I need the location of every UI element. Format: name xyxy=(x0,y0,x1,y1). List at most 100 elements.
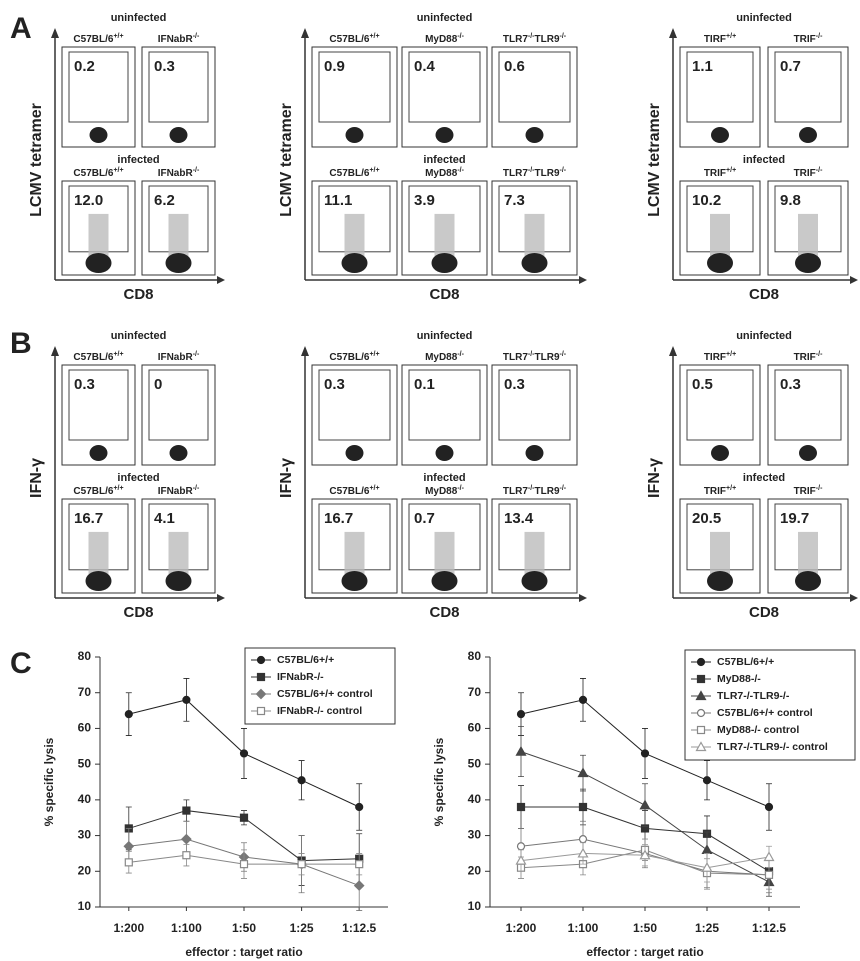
legend-label: C57BL/6+/+ control xyxy=(717,707,813,719)
legend-label: TLR7-/-TLR9-/- xyxy=(717,690,790,702)
label-superscript: -/- xyxy=(193,351,200,358)
y-axis-label: % specific lysis xyxy=(432,737,446,826)
row-header: infected xyxy=(117,154,159,166)
label-text: MyD88 xyxy=(425,34,458,45)
cell-cluster xyxy=(526,445,544,461)
label-text: C57BL/6 xyxy=(73,168,113,179)
row-header: infected xyxy=(423,472,465,484)
label-text: MyD88 xyxy=(425,486,458,497)
arrow xyxy=(301,28,309,38)
y-tick-label: 70 xyxy=(78,685,92,699)
y-tick-label: 60 xyxy=(78,721,92,735)
y-tick-label: 20 xyxy=(468,863,482,877)
legend-label: MyD88-/- xyxy=(717,673,761,685)
marker xyxy=(183,807,190,814)
row-header: infected xyxy=(423,154,465,166)
cell-cluster xyxy=(90,127,108,143)
gate-percentage: 19.7 xyxy=(780,510,809,527)
marker xyxy=(766,804,773,811)
marker xyxy=(124,842,133,851)
cell-cluster xyxy=(707,253,733,273)
y-tick-label: 80 xyxy=(468,649,482,663)
arrow xyxy=(850,276,858,284)
marker xyxy=(298,777,305,784)
sample-label: C57BL/6+/+ xyxy=(329,351,379,363)
marker xyxy=(518,843,525,850)
sample-label: TLR7-/-TLR9-/- xyxy=(503,167,567,179)
cell-cluster xyxy=(342,571,368,591)
legend-label: IFNabR-/- xyxy=(277,671,324,683)
sample-label: IFNabR-/- xyxy=(158,351,200,363)
label-superscript: +/+ xyxy=(726,167,736,174)
x-axis-label: CD8 xyxy=(123,604,153,621)
x-axis-label: effector : target ratio xyxy=(185,945,302,959)
figure: A B C uninfectedinfected0.2C57BL/6+/+0.3… xyxy=(0,0,860,961)
marker xyxy=(517,747,526,755)
label-superscript: +/+ xyxy=(369,351,379,358)
cell-cluster xyxy=(346,127,364,143)
marker xyxy=(703,845,712,853)
marker xyxy=(258,708,265,715)
sample-label: IFNabR-/- xyxy=(158,485,200,497)
x-axis-label: CD8 xyxy=(749,604,779,621)
marker xyxy=(698,710,705,717)
row-header: uninfected xyxy=(417,330,473,342)
label-superscript: -/- xyxy=(816,351,823,358)
arrow xyxy=(51,346,59,356)
cell-cluster xyxy=(711,445,729,461)
label-superscript: -/- xyxy=(457,351,464,358)
x-axis-label: CD8 xyxy=(429,286,459,303)
label-text: TLR9 xyxy=(535,352,560,363)
label-text: TLR7 xyxy=(503,168,528,179)
marker xyxy=(241,750,248,757)
marker xyxy=(183,852,190,859)
label-text: MyD88 xyxy=(425,352,458,363)
sample-label: C57BL/6+/+ xyxy=(73,351,123,363)
label-superscript: -/- xyxy=(193,33,200,40)
marker xyxy=(518,711,525,718)
marker xyxy=(258,674,265,681)
marker xyxy=(125,859,132,866)
label-superscript: -/- xyxy=(816,167,823,174)
y-axis-label: IFN-γ xyxy=(278,458,295,498)
label-text: C57BL/6 xyxy=(73,352,113,363)
label-superscript: -/- xyxy=(816,33,823,40)
cell-cluster xyxy=(795,571,821,591)
arrow xyxy=(579,276,587,284)
cell-cluster xyxy=(436,445,454,461)
sample-label: MyD88-/- xyxy=(425,351,465,363)
cell-cluster xyxy=(795,253,821,273)
label-text: IFNabR xyxy=(158,486,194,497)
label-superscript: -/- xyxy=(560,351,567,358)
marker xyxy=(642,750,649,757)
sample-label: TRIF+/+ xyxy=(704,485,736,497)
gate-percentage: 20.5 xyxy=(692,510,721,527)
y-tick-label: 30 xyxy=(468,828,482,842)
label-superscript: -/- xyxy=(560,485,567,492)
sample-label: C57BL/6+/+ xyxy=(329,167,379,179)
gate-percentage: 0.6 xyxy=(504,58,525,75)
y-tick-label: 10 xyxy=(78,899,92,913)
marker xyxy=(356,861,363,868)
label-superscript: +/+ xyxy=(113,167,123,174)
marker xyxy=(298,861,305,868)
x-tick-label: 1:25 xyxy=(695,921,719,935)
sample-label: C57BL/6+/+ xyxy=(329,33,379,45)
sample-label: MyD88-/- xyxy=(425,33,465,45)
label-text: TLR9 xyxy=(535,34,560,45)
label-text: C57BL/6 xyxy=(329,168,369,179)
label-superscript: +/+ xyxy=(113,351,123,358)
marker xyxy=(125,711,132,718)
label-superscript: -/- xyxy=(560,33,567,40)
cell-cluster xyxy=(90,445,108,461)
label-text: TLR9 xyxy=(535,168,560,179)
x-axis-label: CD8 xyxy=(123,286,153,303)
gate-percentage: 0.7 xyxy=(414,510,435,527)
cell-cluster xyxy=(707,571,733,591)
gate-percentage: 0.2 xyxy=(74,58,95,75)
marker xyxy=(579,849,588,857)
gate-percentage: 0.3 xyxy=(324,376,345,393)
gate-percentage: 13.4 xyxy=(504,510,534,527)
x-tick-label: 1:100 xyxy=(568,921,599,935)
x-axis-label: CD8 xyxy=(749,286,779,303)
